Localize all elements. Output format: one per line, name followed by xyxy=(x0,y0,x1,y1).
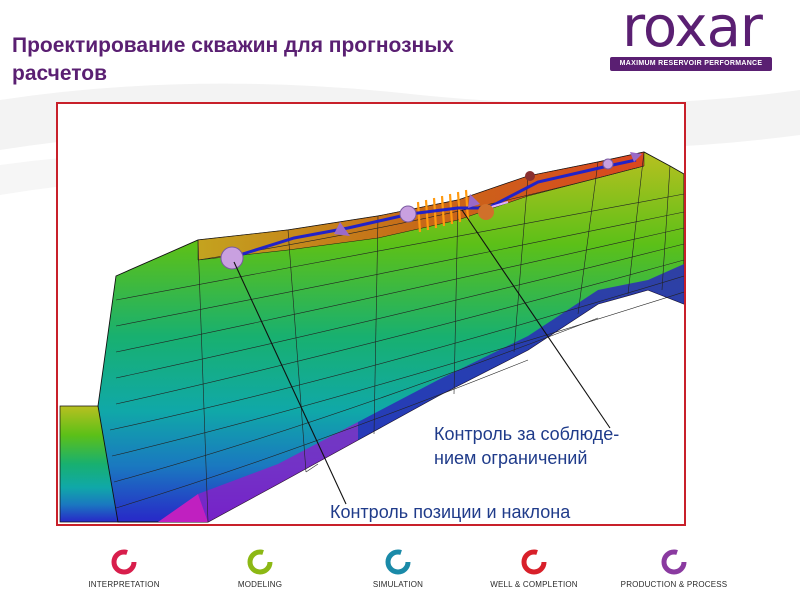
callout-constraint-check: Контроль за соблюде- нием ограничений xyxy=(434,422,619,470)
nav-item-interpretation[interactable]: INTERPRETATION xyxy=(54,548,194,600)
control-point xyxy=(220,246,244,270)
callout-constraint-line-2: нием ограничений xyxy=(434,448,588,468)
nav-label: PRODUCTION & PROCESS xyxy=(620,580,728,589)
control-point xyxy=(602,158,614,170)
logo-tagline: MAXIMUM RESERVOIR PERFORMANCE xyxy=(610,57,772,71)
control-point xyxy=(399,205,417,223)
callout-constraint-line-1: Контроль за соблюде- xyxy=(434,424,620,444)
nav-item-modeling[interactable]: MODELING xyxy=(190,548,330,600)
roxar-logo: roxar MAXIMUM RESERVOIR PERFORMANCE xyxy=(608,0,773,76)
callout-position-check: Контроль позиции и наклона xyxy=(330,502,571,522)
nav-label: INTERPRETATION xyxy=(88,580,160,589)
production-process-cycle-icon xyxy=(661,549,687,575)
nav-item-well-completion[interactable]: WELL & COMPLETION xyxy=(464,548,604,600)
nav-item-production-process[interactable]: PRODUCTION & PROCESS xyxy=(604,548,744,600)
nav-label: SIMULATION xyxy=(372,580,424,589)
slide-title: Проектирование скважин для прогнозных ра… xyxy=(12,34,454,85)
nav-label: MODELING xyxy=(237,580,283,589)
process-nav: INTERPRETATION MODELING SIMULATION WELL … xyxy=(0,548,800,600)
logo-wordmark: roxar xyxy=(622,0,763,60)
well-path xyxy=(229,158,637,260)
modeling-cycle-icon xyxy=(247,549,273,575)
well-completion-cycle-icon xyxy=(521,549,547,575)
nav-label: WELL & COMPLETION xyxy=(490,580,578,589)
interpretation-cycle-icon xyxy=(111,549,137,575)
reservoir-figure-panel: Контроль за соблюде- нием ограничений Ко… xyxy=(56,102,686,526)
simulation-cycle-icon xyxy=(385,549,411,575)
nav-item-simulation[interactable]: SIMULATION xyxy=(328,548,468,600)
reservoir-grid-illustration xyxy=(59,151,684,523)
